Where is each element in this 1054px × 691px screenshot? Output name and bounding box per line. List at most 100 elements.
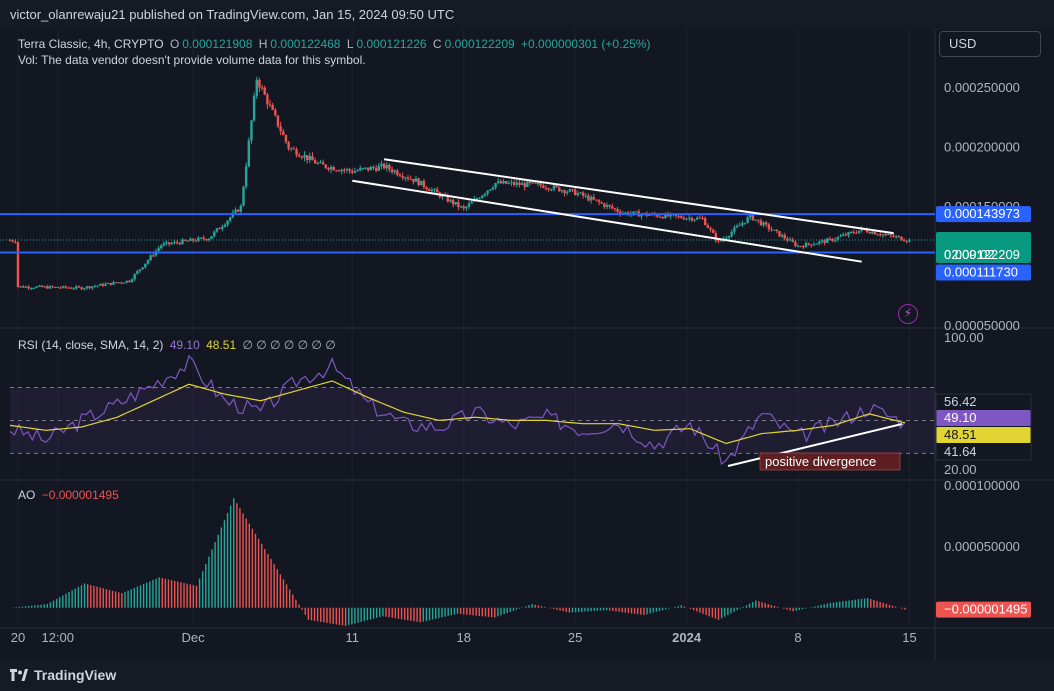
- channel-upper-line: [383, 158, 894, 235]
- candle: [229, 217, 232, 221]
- candle: [873, 231, 877, 235]
- candle: [388, 164, 391, 170]
- x-tick-label: 18: [456, 630, 470, 645]
- candle: [24, 286, 28, 288]
- candle: [114, 282, 118, 284]
- candle: [491, 187, 495, 190]
- candle: [329, 166, 333, 170]
- candle: [812, 244, 816, 246]
- candle: [348, 169, 351, 171]
- candle: [101, 283, 105, 286]
- candle: [664, 213, 667, 219]
- candle: [531, 182, 534, 184]
- candle: [879, 234, 882, 236]
- candle: [889, 234, 893, 236]
- candle: [719, 240, 723, 242]
- candle: [727, 236, 731, 238]
- candle: [661, 216, 664, 219]
- candle: [226, 220, 229, 225]
- ao-label[interactable]: AO: [18, 488, 36, 502]
- x-tick-label: 25: [568, 630, 582, 645]
- candle: [191, 238, 195, 241]
- candle: [603, 203, 606, 207]
- candle: [133, 273, 136, 280]
- candle: [597, 200, 601, 203]
- candle: [128, 280, 131, 282]
- candle: [236, 209, 240, 212]
- candle: [486, 190, 489, 194]
- candle: [558, 186, 561, 192]
- candle: [260, 87, 264, 89]
- candle: [677, 215, 680, 217]
- candle: [398, 174, 402, 177]
- lightning-icon[interactable]: ⚡: [898, 304, 918, 324]
- x-tick-label: 11: [346, 630, 360, 645]
- candle: [680, 216, 683, 218]
- candle: [40, 285, 44, 288]
- candle: [475, 198, 479, 200]
- ao-pane: [12, 498, 906, 626]
- rsi-legend: RSI (14, close, SMA, 14, 2) 49.10 48.51 …: [18, 338, 339, 352]
- candle: [900, 236, 903, 241]
- candle: [266, 94, 269, 105]
- symbol-label[interactable]: Terra Classic, 4h, CRYPTO: [18, 37, 164, 51]
- footer-brand: TradingView: [34, 667, 117, 683]
- rsi-line: [9, 354, 906, 466]
- candle: [765, 222, 768, 225]
- candle: [189, 238, 192, 241]
- candle: [733, 227, 736, 232]
- candle: [696, 217, 699, 220]
- candle: [37, 285, 41, 287]
- candle: [138, 269, 142, 272]
- rsi-label[interactable]: RSI (14, close, SMA, 14, 2): [18, 338, 164, 352]
- rsi-extras: ∅ ∅ ∅ ∅ ∅ ∅ ∅: [242, 338, 336, 352]
- candle: [32, 287, 36, 289]
- candle: [282, 131, 285, 135]
- candle: [839, 235, 842, 237]
- x-tick-label: 12:00: [41, 630, 74, 645]
- currency-button[interactable]: USD: [939, 31, 1041, 57]
- candle: [595, 199, 598, 201]
- candle: [168, 242, 171, 245]
- chart-frame: [0, 30, 1054, 660]
- candle: [290, 148, 293, 150]
- candle: [831, 238, 834, 241]
- candle: [759, 220, 763, 226]
- candle: [239, 205, 243, 212]
- candle: [563, 190, 566, 194]
- chart-canvas[interactable]: positive divergence 0.000250000 0.0002000…: [0, 0, 1054, 660]
- candle: [45, 286, 49, 289]
- rsi-value: 49.10: [169, 338, 200, 352]
- candle: [481, 195, 484, 199]
- candle: [441, 195, 444, 198]
- candle: [51, 286, 54, 288]
- candle: [109, 282, 113, 285]
- candle: [141, 267, 144, 270]
- candle: [454, 202, 457, 205]
- ao-value: −0.000001495: [41, 488, 119, 502]
- candle: [640, 214, 643, 217]
- candle: [770, 229, 773, 231]
- candle: [836, 236, 840, 240]
- candle: [136, 271, 139, 274]
- tradingview-logo-icon: [10, 669, 28, 681]
- candle: [566, 191, 569, 194]
- candle: [611, 206, 614, 209]
- candle: [215, 228, 219, 232]
- candle: [542, 185, 545, 188]
- resistance-price-label: 0.000143973: [944, 206, 1020, 221]
- candle: [634, 211, 638, 213]
- candle: [300, 156, 304, 158]
- candle: [393, 170, 396, 173]
- candle: [112, 282, 115, 285]
- rsi-tick-label: 20.00: [944, 462, 977, 477]
- rsi-tick-label: 100.00: [944, 330, 984, 345]
- candle: [584, 195, 587, 197]
- price-tick-label: 0.000200000: [944, 139, 1020, 154]
- candle: [292, 148, 296, 150]
- candle: [497, 181, 500, 184]
- candle: [223, 224, 227, 227]
- candle: [308, 155, 312, 161]
- x-tick-label: 2024: [672, 630, 702, 645]
- candle: [30, 288, 33, 290]
